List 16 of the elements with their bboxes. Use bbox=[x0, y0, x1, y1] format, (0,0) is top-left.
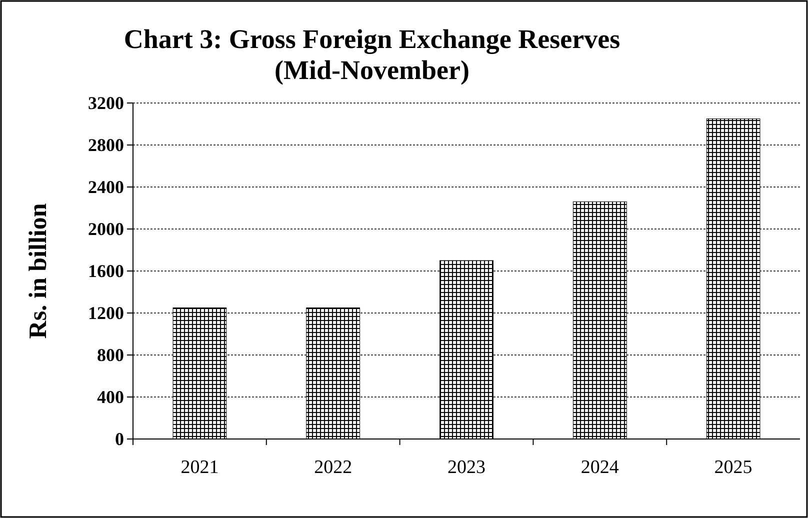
y-tick-label: 2000 bbox=[88, 218, 124, 239]
x-tick-label: 2025 bbox=[714, 457, 752, 478]
y-tick-label: 400 bbox=[97, 386, 124, 407]
y-tick-label: 1600 bbox=[88, 260, 124, 281]
x-tick-label: 2024 bbox=[580, 457, 620, 478]
y-axis-title: Rs. in billion bbox=[25, 203, 52, 339]
x-tick-label: 2023 bbox=[448, 457, 486, 478]
y-tick-label: 1200 bbox=[88, 302, 124, 323]
y-tick-label: 800 bbox=[97, 344, 124, 365]
chart-title: Chart 3: Gross Foreign Exchange Reserves (Mid-November) bbox=[124, 24, 620, 85]
y-tick-label: 2400 bbox=[88, 176, 124, 197]
x-tick-label: 2021 bbox=[180, 457, 219, 478]
y-tick-label: 2800 bbox=[88, 134, 124, 155]
y-tick-label: 0 bbox=[115, 428, 124, 449]
x-tick-label: 2022 bbox=[314, 457, 352, 478]
y-tick-label: 3200 bbox=[88, 92, 124, 113]
